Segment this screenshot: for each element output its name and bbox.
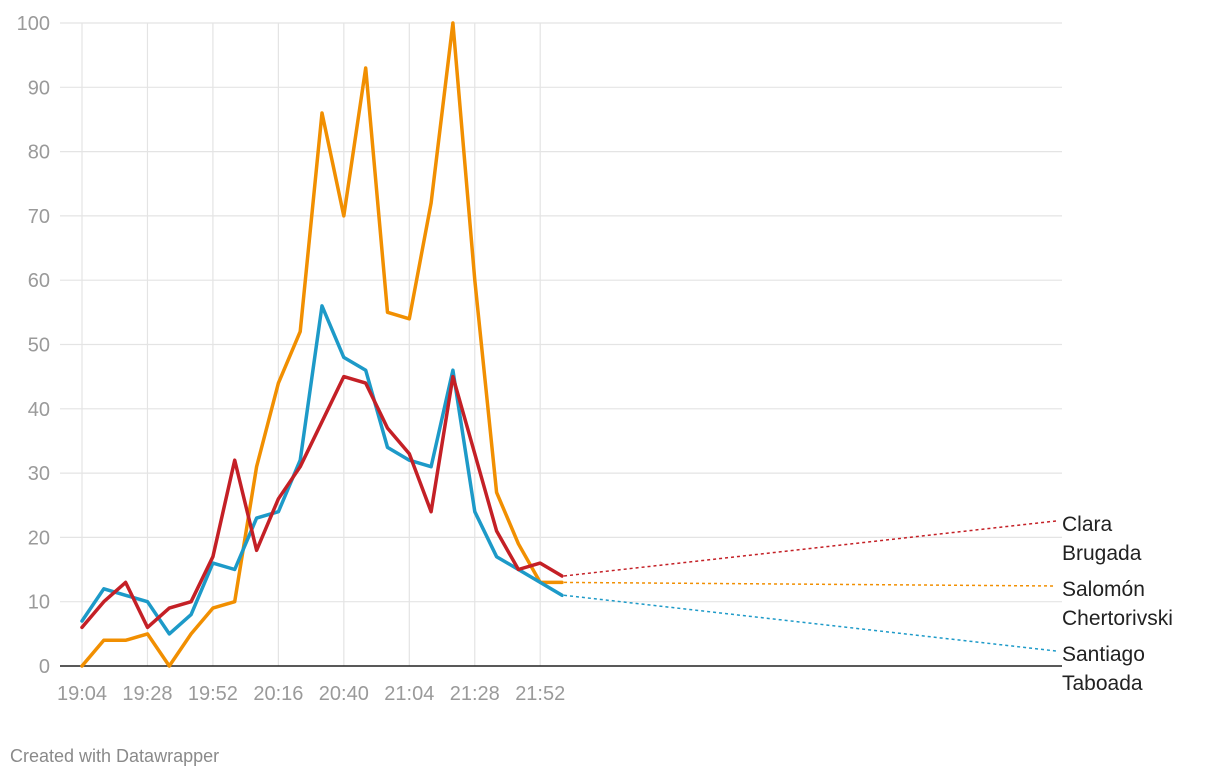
y-tick-label: 70 bbox=[28, 206, 50, 228]
y-tick-label: 0 bbox=[39, 656, 50, 678]
x-tick-label: 20:16 bbox=[253, 683, 303, 705]
series-label-santiago-taboada: Santiago bbox=[1062, 643, 1145, 666]
y-tick-label: 60 bbox=[28, 270, 50, 292]
x-tick-label: 21:04 bbox=[384, 683, 434, 705]
series-line-clara-brugada bbox=[80, 374, 564, 630]
series-line-salomon-chertorivski bbox=[80, 21, 564, 668]
series-label-santiago-taboada: Taboada bbox=[1062, 672, 1143, 695]
series-line-santiago-taboada bbox=[80, 304, 564, 636]
label-connector-santiago-taboada bbox=[563, 594, 1057, 652]
y-tick-label: 80 bbox=[28, 142, 50, 164]
series-label-clara-brugada: Clara bbox=[1062, 513, 1113, 536]
series-label-salomon-chertorivski: Salomón bbox=[1062, 578, 1145, 601]
x-tick-label: 21:52 bbox=[515, 683, 565, 705]
y-tick-label: 20 bbox=[28, 527, 50, 549]
y-tick-label: 90 bbox=[28, 77, 50, 99]
credit-text: Created with Datawrapper bbox=[10, 746, 220, 766]
x-tick-label: 19:28 bbox=[122, 683, 172, 705]
label-connector-clara-brugada bbox=[563, 520, 1057, 577]
x-axis: 19:04 19:28 19:52 20:16 20:40 21:04 21:28 21:52 bbox=[57, 665, 1062, 705]
x-tick-label: 19:52 bbox=[188, 683, 238, 705]
series-label-clara-brugada: Brugada bbox=[1062, 542, 1142, 565]
y-tick-label: 40 bbox=[28, 399, 50, 421]
y-tick-label: 10 bbox=[28, 592, 50, 614]
x-tick-label: 20:40 bbox=[319, 683, 369, 705]
x-tick-label: 19:04 bbox=[57, 683, 107, 705]
gridlines bbox=[60, 22, 1062, 666]
series-labels: Salomón Chertorivski Santiago Taboada Clara B… bbox=[563, 513, 1173, 695]
y-tick-label: 100 bbox=[17, 13, 50, 35]
y-axis: 0 10 20 30 40 50 60 70 80 90 100 bbox=[17, 13, 50, 678]
label-connector-salomon-chertorivski bbox=[564, 581, 1057, 587]
series-lines bbox=[80, 21, 564, 668]
series-label-salomon-chertorivski: Chertorivski bbox=[1062, 607, 1173, 630]
y-tick-label: 30 bbox=[28, 463, 50, 485]
x-tick-label: 21:28 bbox=[450, 683, 500, 705]
y-tick-label: 50 bbox=[28, 335, 50, 357]
